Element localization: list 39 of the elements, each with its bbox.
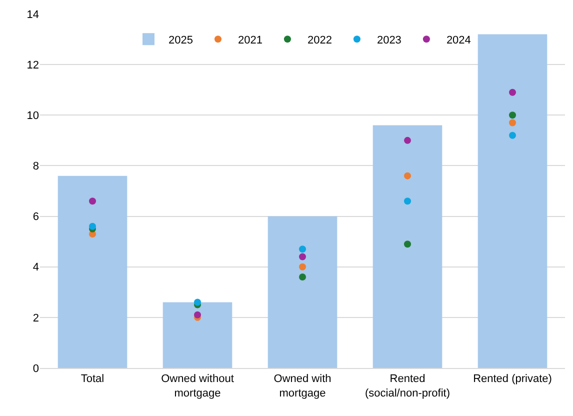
- point: [404, 240, 411, 248]
- legend-label: 2021: [238, 34, 262, 46]
- y-tick-label: 12: [26, 59, 39, 72]
- point: [194, 311, 201, 318]
- y-tick-label: 10: [26, 110, 39, 122]
- y-tick-label: 0: [32, 362, 39, 375]
- bar: [58, 176, 128, 368]
- bar: [372, 125, 442, 368]
- x-tick-label: Rented (social/non-profit): [365, 373, 450, 400]
- bar: [268, 216, 338, 368]
- legend-label: 2025: [168, 34, 193, 46]
- point: [509, 88, 516, 96]
- point: [509, 112, 516, 119]
- legend-label: 2023: [376, 34, 402, 46]
- y-tick-label: 2: [32, 312, 39, 324]
- legend-label: 2024: [446, 34, 471, 46]
- y-tick-label: 14: [26, 8, 39, 21]
- y-tick-label: 8: [32, 160, 39, 173]
- legend-label: 2022: [307, 34, 332, 46]
- x-tick-label: Owned without mortgage: [161, 373, 234, 400]
- point: [89, 198, 96, 205]
- point: [404, 172, 411, 180]
- x-tick-label: Rented (private): [473, 373, 552, 386]
- bar: [162, 302, 232, 368]
- point: [404, 198, 411, 205]
- y-tick-label: 4: [32, 262, 39, 274]
- y-tick-label: 6: [32, 211, 39, 224]
- point: [404, 136, 411, 144]
- bar: [478, 34, 548, 368]
- point: [509, 119, 516, 126]
- point: [299, 273, 306, 280]
- point: [509, 132, 516, 139]
- point: [299, 263, 306, 270]
- point: [299, 246, 306, 253]
- x-tick-label: Total: [80, 373, 104, 386]
- point: [194, 298, 201, 306]
- point: [89, 222, 96, 230]
- x-tick-label: Owned with mortgage: [274, 373, 332, 400]
- point: [299, 253, 306, 260]
